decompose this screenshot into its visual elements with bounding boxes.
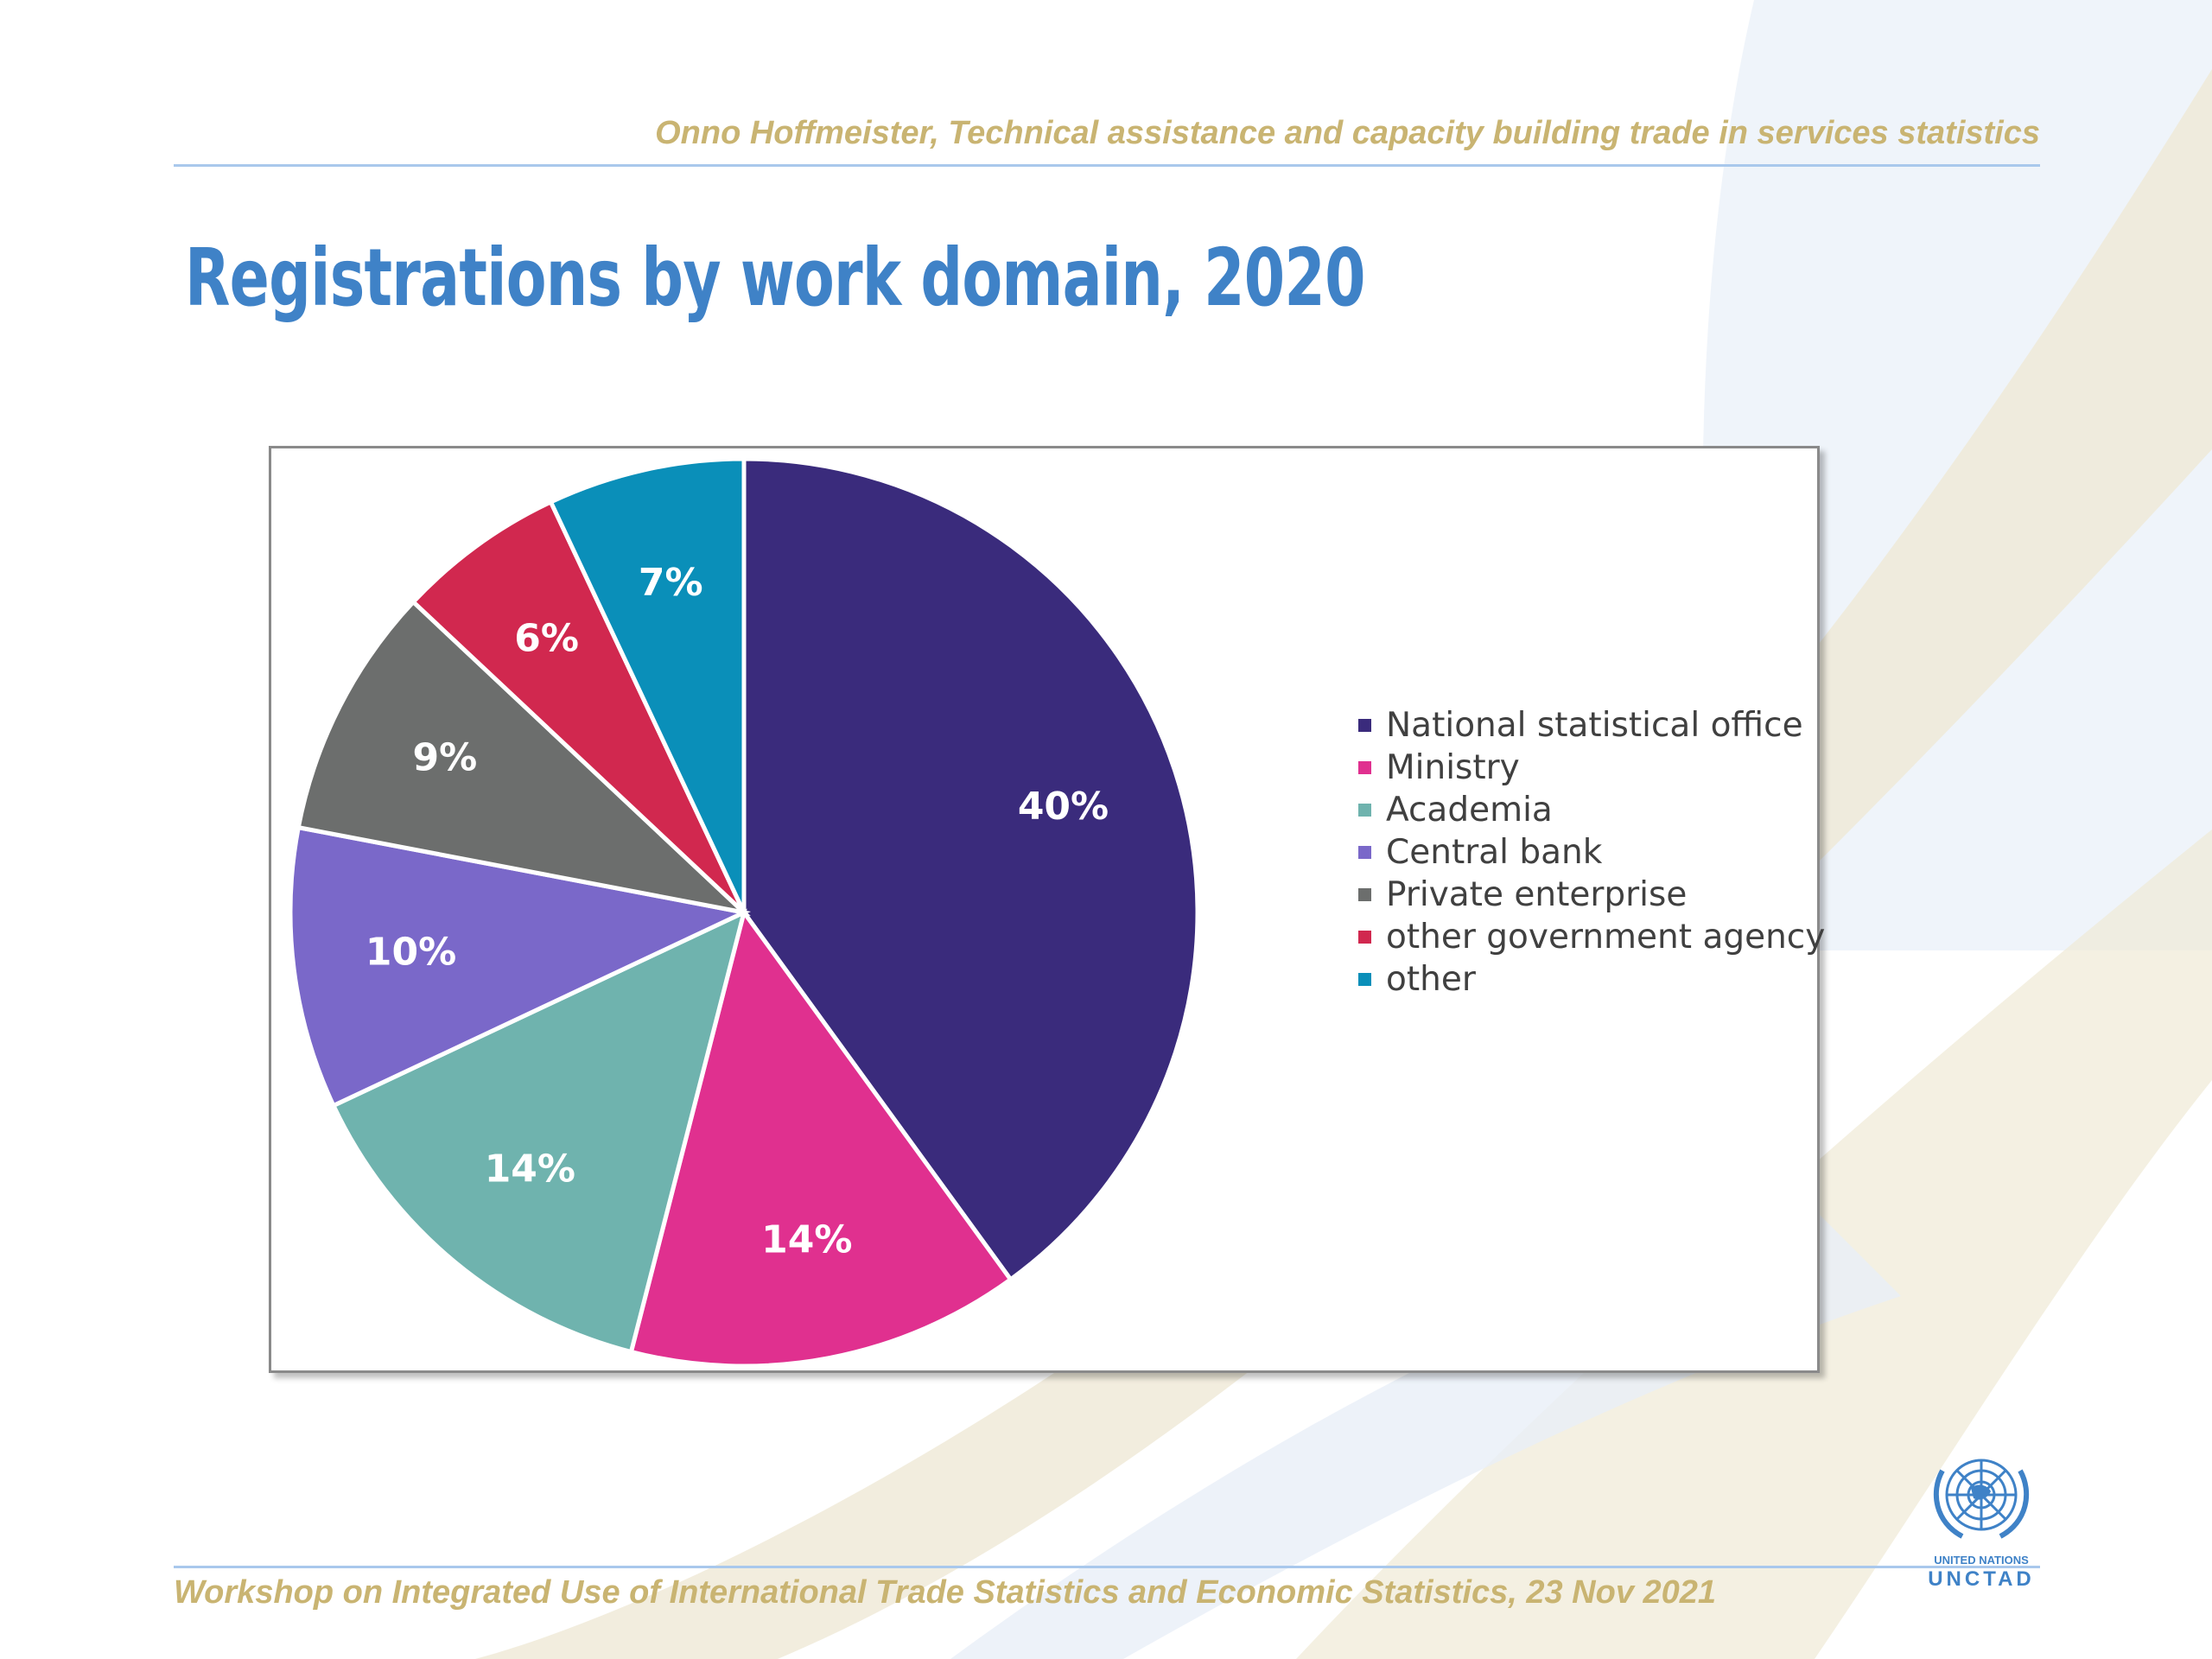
logo-line-1: UNITED NATIONS (1934, 1554, 2029, 1567)
legend-swatch (1358, 804, 1371, 817)
legend-swatch (1358, 973, 1371, 986)
legend-label: Private enterprise (1386, 875, 1688, 914)
legend-item-private-enterprise: Private enterprise (1358, 874, 1825, 916)
pie-slice-national-statistical-office (741, 456, 1200, 1283)
footer-rule (174, 1566, 2040, 1568)
legend-item-other-government-agency: other government agency (1358, 916, 1825, 958)
legend-label: National statistical office (1386, 706, 1803, 745)
pie-slice-central-bank (288, 824, 752, 1109)
un-emblem-icon (1933, 1459, 2030, 1539)
legend-label: other (1386, 960, 1476, 999)
unctad-logo: UNITED NATIONS UNCTAD (1923, 1445, 2039, 1592)
legend-swatch (1358, 888, 1371, 901)
legend-swatch (1358, 931, 1371, 944)
legend-item-other: other (1358, 958, 1825, 1001)
legend-label: Central bank (1386, 833, 1603, 872)
legend-item-central-bank: Central bank (1358, 831, 1825, 874)
footer-text: Workshop on Integrated Use of Internatio… (174, 1574, 1717, 1611)
pie-slice-ministry (628, 907, 1014, 1369)
pie-slice-private-enterprise (296, 599, 751, 917)
slice-label-private-enterprise: 9% (412, 736, 477, 780)
slide-title: Registrations by work domain, 2020 (185, 232, 1365, 324)
slice-label-central-bank: 10% (365, 931, 456, 975)
legend-item-academia: Academia (1358, 789, 1825, 831)
legend-label: Academia (1386, 791, 1553, 830)
legend-item-national-statistical-office: National statistical office (1358, 704, 1825, 747)
pie-chart-svg: 40% 14% 14% 10% 9% 6% 7% (288, 456, 1200, 1369)
slice-label-academia: 14% (485, 1147, 575, 1191)
legend-swatch (1358, 846, 1371, 859)
legend-label: Ministry (1386, 748, 1520, 787)
legend-swatch (1358, 719, 1371, 732)
pie-slice-academia (330, 908, 747, 1355)
slice-label-ministry: 14% (761, 1218, 852, 1262)
pie-chart: 40% 14% 14% 10% 9% 6% 7% National statistical … (269, 446, 1825, 1373)
slice-label-other: 7% (639, 561, 703, 605)
logo-line-2: UNCTAD (1928, 1567, 2035, 1591)
header-subtitle: Onno Hoffmeister, Technical assistance a… (655, 115, 2040, 151)
legend-swatch (1358, 761, 1371, 774)
header-rule (174, 164, 2040, 167)
legend-item-ministry: Ministry (1358, 747, 1825, 789)
pie-slice-other (548, 456, 747, 914)
pie-slice-other-government-agency (410, 499, 747, 914)
legend-label: other government agency (1386, 918, 1826, 957)
slice-label-other-government-agency: 6% (514, 617, 579, 661)
slice-label-national-statistical-office: 40% (1018, 785, 1109, 829)
chart-legend: National statistical office Ministry Acade… (1358, 704, 1825, 1001)
